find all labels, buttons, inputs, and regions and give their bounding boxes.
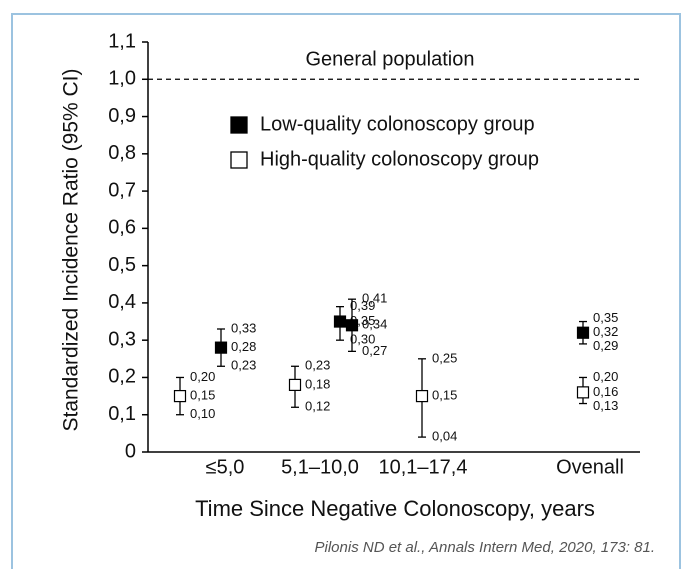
point-marker <box>345 319 359 332</box>
y-tick-label: 1,1 <box>108 30 136 52</box>
point-marker <box>333 315 347 328</box>
x-tick-label: ≤5,0 <box>206 456 245 478</box>
value-label: 0,34 <box>362 317 387 332</box>
point-marker <box>415 389 429 403</box>
y-tick-label: 0,1 <box>108 403 136 425</box>
point-marker <box>576 386 590 399</box>
y-tick-label: 1,0 <box>108 68 136 90</box>
point-marker <box>173 389 187 403</box>
y-tick-label: 0,9 <box>108 105 136 127</box>
value-label: 0,15 <box>190 388 215 403</box>
lower-label: 0,27 <box>362 343 387 358</box>
y-tick-label: 0 <box>125 440 136 462</box>
point-marker <box>288 378 302 392</box>
upper-label: 0,20 <box>190 369 215 384</box>
reference-label: General population <box>305 48 474 70</box>
y-tick-label: 0,7 <box>108 179 136 201</box>
upper-label: 0,23 <box>305 358 330 373</box>
y-tick-label: 0,2 <box>108 366 136 388</box>
legend-marker <box>230 151 248 169</box>
upper-label: 0,35 <box>593 310 618 325</box>
point-marker <box>576 326 590 339</box>
value-label: 0,16 <box>593 384 618 399</box>
x-tick-label: 10,1–17,4 <box>379 456 468 478</box>
lower-label: 0,10 <box>190 406 215 421</box>
value-label: 0,15 <box>432 388 457 403</box>
upper-label: 0,20 <box>593 369 618 384</box>
point-marker <box>214 341 228 354</box>
x-tick-label: Ovenall <box>556 456 624 478</box>
source: Pilonis ND et al., Annals Intern Med, 20… <box>315 539 655 556</box>
legend-marker <box>230 116 248 134</box>
value-label: 0,32 <box>593 324 618 339</box>
y-tick-label: 0,3 <box>108 328 136 350</box>
y-tick-label: 0,6 <box>108 217 136 239</box>
y-tick-label: 0,8 <box>108 142 136 164</box>
upper-label: 0,39 <box>350 298 375 313</box>
value-label: 0,18 <box>305 376 330 391</box>
x-tick-label: 5,1–10,0 <box>281 456 359 478</box>
lower-label: 0,12 <box>305 399 330 414</box>
lower-label: 0,04 <box>432 429 457 444</box>
lower-label: 0,30 <box>350 332 375 347</box>
y-axis-title: Standardized Incidence Ratio (95% CI) <box>60 68 83 431</box>
lower-label: 0,29 <box>593 338 618 353</box>
y-tick-label: 0,5 <box>108 254 136 276</box>
lower-label: 0,13 <box>593 398 618 413</box>
y-tick-label: 0,4 <box>108 291 136 313</box>
lower-label: 0,23 <box>231 358 256 373</box>
value-label: 0,28 <box>231 339 256 354</box>
upper-label: 0,25 <box>432 350 457 365</box>
x-axis-title: Time Since Negative Colonoscopy, years <box>195 496 595 521</box>
upper-label: 0,41 <box>362 291 387 306</box>
upper-label: 0,33 <box>231 320 256 335</box>
legend-label: High-quality colonoscopy group <box>260 148 539 170</box>
frame <box>11 13 681 569</box>
legend-label: Low-quality colonoscopy group <box>260 113 535 135</box>
